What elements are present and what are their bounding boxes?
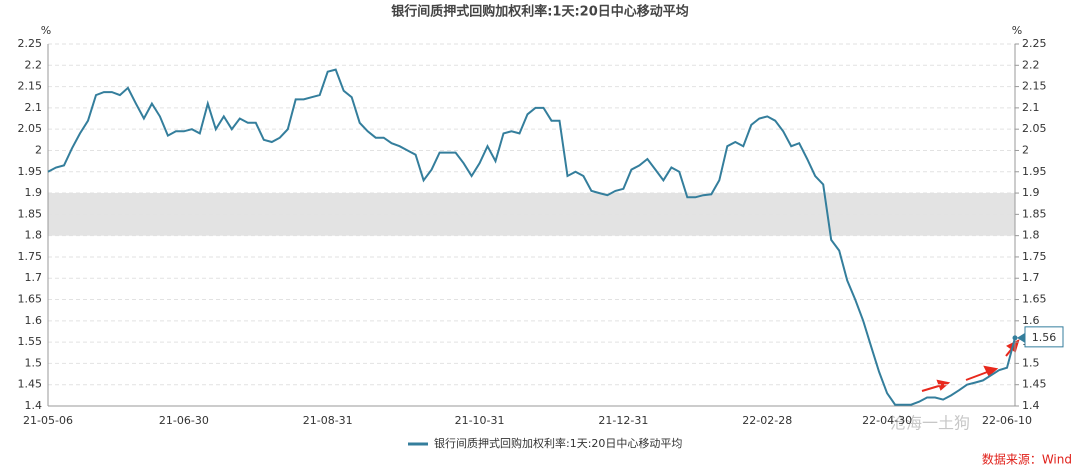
x-tick-label: 22-02-28 bbox=[742, 414, 792, 427]
y2-tick-label: 2.15 bbox=[1022, 80, 1047, 93]
y-tick-label: 1.6 bbox=[25, 314, 43, 327]
y-tick-label: 2.1 bbox=[25, 101, 43, 114]
y2-tick-label: 2.05 bbox=[1022, 122, 1047, 135]
y-tick-label: 1.65 bbox=[18, 293, 43, 306]
source: 数据来源：Wind bbox=[982, 452, 1072, 467]
y-tick-label: 1.45 bbox=[18, 378, 43, 391]
value-label-pointer bbox=[1017, 332, 1025, 343]
y-tick-label: 2.05 bbox=[18, 122, 43, 135]
y-tick-label: 2.15 bbox=[18, 80, 43, 93]
y-tick-label: 1.5 bbox=[25, 356, 43, 369]
y2-tick-label: 1.75 bbox=[1022, 250, 1047, 263]
y2-tick-label: 1.6 bbox=[1022, 314, 1040, 327]
y2-tick-label: 2 bbox=[1022, 143, 1029, 156]
y2-tick-label: 1.5 bbox=[1022, 356, 1040, 369]
y-tick-label: 1.7 bbox=[25, 271, 43, 284]
y2-tick-label: 1.95 bbox=[1022, 165, 1047, 178]
y2-tick-label: 1.8 bbox=[1022, 229, 1040, 242]
y2-tick-label: 1.65 bbox=[1022, 293, 1047, 306]
x-tick-label: 21-06-30 bbox=[159, 414, 209, 427]
series-line bbox=[47, 68, 1016, 406]
y-tick-label: 2.25 bbox=[18, 37, 43, 50]
x-tick-label: 21-12-31 bbox=[598, 414, 648, 427]
y-tick-label: 1.95 bbox=[18, 165, 43, 178]
y-tick-label: 1.4 bbox=[25, 399, 43, 412]
y2-tick-label: 1.4 bbox=[1022, 399, 1040, 412]
legend-label: 银行间质押式回购加权利率:1天:20日中心移动平均 bbox=[434, 436, 682, 450]
watermark: 沧海一土狗 bbox=[890, 414, 970, 433]
y2-tick-label: 2.2 bbox=[1022, 58, 1040, 71]
y2-tick-label: 2.25 bbox=[1022, 37, 1047, 50]
y2-tick-label: 1.7 bbox=[1022, 271, 1040, 284]
y2-unit: % bbox=[1012, 24, 1022, 37]
x-tick-label: 21-08-31 bbox=[303, 414, 353, 427]
y2-tick-label: 2.1 bbox=[1022, 101, 1040, 114]
y-tick-label: 1.55 bbox=[18, 335, 43, 348]
y2-tick-label: 1.9 bbox=[1022, 186, 1040, 199]
x-tick-label: 22-04-30 bbox=[862, 414, 912, 427]
x-tick-label: 21-05-06 bbox=[23, 414, 73, 427]
y2-tick-label: 1.85 bbox=[1022, 207, 1047, 220]
x-tick-label: 22-06-10 bbox=[982, 414, 1032, 427]
y2-tick-label: 1.45 bbox=[1022, 378, 1047, 391]
y-tick-label: 2.2 bbox=[25, 58, 43, 71]
y-tick-label: 1.8 bbox=[25, 229, 43, 242]
y-tick-label: 1.75 bbox=[18, 250, 43, 263]
last-point bbox=[1012, 335, 1018, 341]
chart-title: 银行间质押式回购加权利率:1天:20日中心移动平均 bbox=[391, 4, 689, 20]
x-tick-label: 21-10-31 bbox=[455, 414, 505, 427]
y-tick-label: 1.9 bbox=[25, 186, 43, 199]
value-label: 1.56 bbox=[1032, 331, 1057, 344]
y-unit: % bbox=[41, 24, 51, 37]
y-tick-label: 1.85 bbox=[18, 207, 43, 220]
y-tick-label: 2 bbox=[35, 143, 42, 156]
